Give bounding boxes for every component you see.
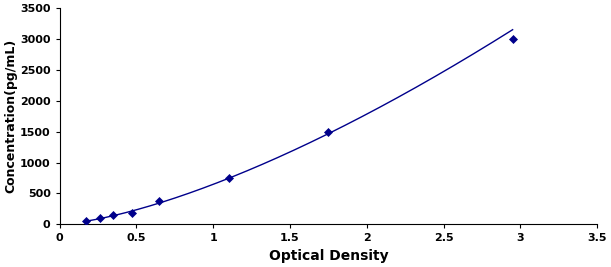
X-axis label: Optical Density: Optical Density xyxy=(268,249,388,263)
Y-axis label: Concentration(pg/mL): Concentration(pg/mL) xyxy=(4,39,17,193)
